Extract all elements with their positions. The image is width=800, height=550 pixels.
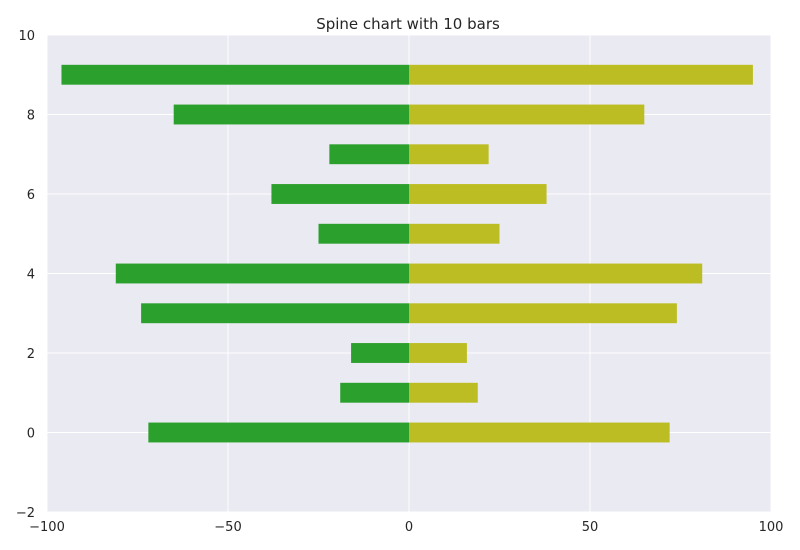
bar-left-7 (329, 144, 409, 165)
y-tick-label: 6 (27, 188, 35, 203)
bar-right-6 (409, 184, 547, 204)
bar-right-5 (409, 223, 500, 244)
bar-left-9 (61, 64, 409, 85)
axis-ticks: −100 −50 0 50 100 −2 0 2 4 6 8 10 (16, 29, 784, 535)
y-tick-label: 2 (27, 347, 35, 362)
x-tick-label: 0 (405, 520, 413, 535)
bar-left-4 (115, 263, 409, 284)
bar-left-2 (351, 343, 409, 363)
bar-left-5 (318, 223, 409, 244)
y-tick-label: −2 (16, 506, 35, 521)
bar-right-2 (409, 343, 467, 363)
y-tick-label: 10 (18, 29, 35, 44)
y-tick-label: 0 (27, 427, 35, 442)
bar-right-8 (409, 104, 645, 125)
bar-left-0 (148, 422, 410, 443)
bar-right-0 (409, 422, 670, 443)
y-tick-label: 8 (27, 109, 35, 124)
x-tick-label: 100 (759, 520, 784, 535)
bar-right-7 (409, 144, 489, 165)
bar-right-9 (409, 64, 753, 85)
x-tick-label: 50 (582, 520, 599, 535)
bar-right-3 (409, 303, 677, 324)
bar-left-1 (340, 382, 409, 403)
chart-title: Spine chart with 10 bars (316, 15, 500, 33)
bar-right-1 (409, 382, 478, 403)
bar-right-4 (409, 263, 703, 284)
bar-left-3 (141, 303, 409, 324)
bar-left-6 (271, 184, 409, 204)
y-tick-label: 4 (27, 268, 35, 283)
x-tick-label: −50 (214, 520, 241, 535)
x-tick-label: −100 (29, 520, 65, 535)
bars (61, 64, 753, 443)
bar-left-8 (173, 104, 409, 125)
